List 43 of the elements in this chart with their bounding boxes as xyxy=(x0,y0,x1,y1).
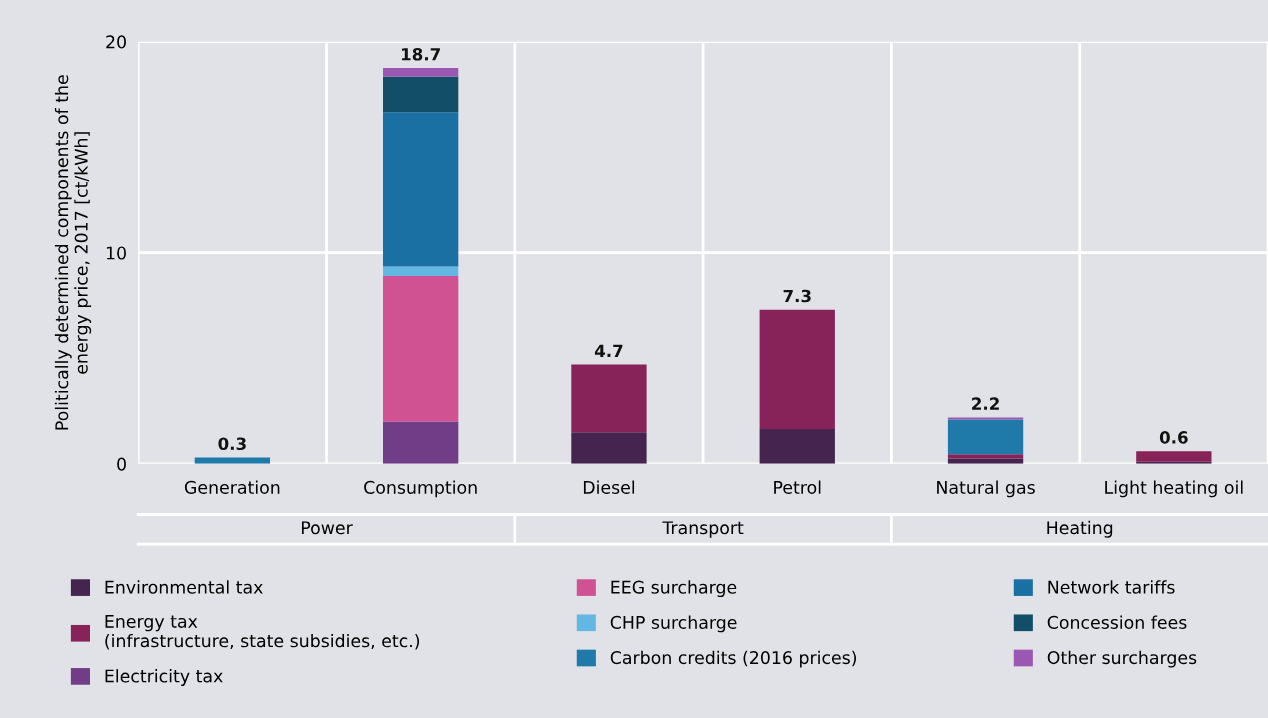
bar xyxy=(383,68,459,77)
bar xyxy=(194,457,271,464)
bar xyxy=(947,417,1024,420)
text: Heating xyxy=(1047,520,1113,538)
bar xyxy=(383,275,459,422)
total-label: 0.6 xyxy=(1159,431,1188,444)
legend-label: Electricity tax xyxy=(105,669,223,686)
total-label: 0.3 xyxy=(218,437,246,451)
x-tick-label: Light heating oil xyxy=(1105,480,1243,498)
total-label: 4.7 xyxy=(594,344,623,357)
bar xyxy=(759,429,835,464)
legend-label: Concession fees xyxy=(1047,615,1187,629)
bar xyxy=(383,112,459,267)
total-label: 2.2 xyxy=(972,397,999,410)
text: Transport xyxy=(662,521,744,538)
y-tick-label: 20 xyxy=(106,35,126,49)
bar xyxy=(383,76,459,113)
legend-label: Carbon credits (2016 prices) xyxy=(610,650,857,668)
x-tick-label: Natural gas xyxy=(937,480,1035,498)
y-axis-title: Politically determined components of the energy price, 2017 [ct/kWh] xyxy=(54,75,92,430)
x-tick-label: Consumption xyxy=(364,480,477,498)
total-label: 7.3 xyxy=(783,289,811,303)
text: Power xyxy=(301,521,353,535)
legend-label: EEG surcharge xyxy=(611,580,737,598)
bar xyxy=(947,454,1024,459)
legend-label: Environmental tax xyxy=(105,580,263,594)
legend-label: Other surcharges xyxy=(1047,650,1197,668)
bar xyxy=(759,309,835,429)
y-tick-label: 0 xyxy=(117,457,126,471)
bar xyxy=(571,364,647,433)
x-tick-label: Petrol xyxy=(774,480,821,494)
bar xyxy=(383,421,459,464)
legend-label: Energy tax (infrastructure, state subsidies, etc.) xyxy=(105,615,420,650)
bar xyxy=(571,432,647,464)
bar xyxy=(947,419,1024,455)
bar xyxy=(1136,451,1212,462)
x-tick-label: Diesel xyxy=(583,480,635,494)
legend-label: CHP surcharge xyxy=(610,615,737,633)
x-tick-label: Generation xyxy=(184,480,280,494)
legend-label: Network tariffs xyxy=(1048,580,1175,594)
total-label: 18.7 xyxy=(401,47,440,61)
y-tick-label: 10 xyxy=(106,246,126,260)
bar xyxy=(383,266,459,276)
